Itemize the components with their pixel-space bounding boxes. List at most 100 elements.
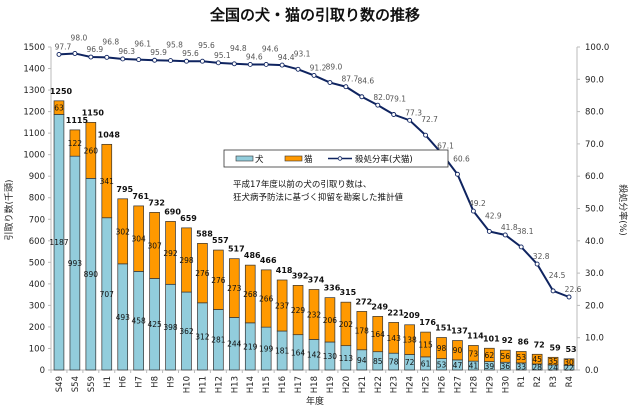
data-label-cat: 268 [243,290,258,299]
y-tick-label: 800 [29,194,45,204]
data-label-rate: 22.6 [565,285,582,294]
line-rate-marker [88,54,94,60]
data-label-dog: 425 [147,320,162,329]
y-axis-title: 引取り数(千頭) [3,179,15,240]
x-tick-label: H11 [198,376,208,393]
line-rate-marker [184,58,189,64]
data-label-total: 795 [116,185,133,194]
data-label-dog: 181 [275,347,290,356]
y-tick-label: 1500 [23,43,45,53]
bar-cat [101,143,113,219]
line-rate-marker [343,84,349,90]
bar-cat [165,221,176,285]
y2-tick-label: 90.0 [585,75,604,85]
line-rate-marker [327,80,333,85]
data-label-dog: 993 [68,259,83,268]
bar-cat [244,264,256,324]
data-label-total: 59 [550,343,562,352]
x-tick-label: H23 [390,376,400,393]
data-label-cat: 298 [179,256,194,265]
data-label-rate: 96.1 [134,40,151,49]
y2-tick-label: 40.0 [585,237,604,247]
data-label-rate: 94.4 [278,53,295,62]
line-rate-marker [215,60,221,66]
x-tick-label: H28 [469,376,479,393]
x-tick-label: H22 [374,376,384,393]
bar-cat [404,324,415,355]
data-label-total: 466 [260,256,277,265]
x-tick-label: H25 [422,376,432,393]
data-label-rate: 42.9 [485,211,502,220]
data-label-rate: 77.3 [405,108,422,117]
line-rate-marker [279,62,285,68]
data-label-dog: 362 [179,327,194,336]
data-label-cat: 206 [323,316,338,325]
x-tick-label: R4 [565,376,575,387]
data-label-total: 1150 [82,108,105,117]
data-label-total: 588 [196,229,213,238]
x-tick-label: S49 [55,376,65,392]
data-label-rate: 93.1 [294,49,311,58]
data-label-dog: 94 [357,356,367,365]
data-label-dog: 53 [437,360,447,369]
x-tick-label: H12 [214,376,224,393]
data-label-cat: 45 [532,355,542,364]
bar-cat [292,285,304,336]
data-label-cat: 178 [355,327,370,336]
y-tick-label: 900 [29,172,45,182]
line-rate-marker [136,57,142,63]
y2-tick-label: 0.0 [585,366,599,376]
bar-cat [260,269,272,328]
data-label-rate: 95.6 [198,41,215,50]
data-label-cat: 260 [84,146,99,155]
x-tick-label: R3 [549,376,559,387]
data-label-total: 517 [228,245,245,254]
data-label-rate: 49.2 [469,199,486,208]
data-label-total: 151 [435,323,452,332]
data-label-cat: 164 [371,330,386,339]
y-tick-label: 1300 [23,86,45,96]
data-label-rate: 87.7 [342,75,359,84]
x-axis-title: 年度 [306,395,324,407]
data-label-rate: 97.7 [55,42,72,51]
data-label-dog: 281 [211,336,226,345]
line-rate-marker [263,61,269,67]
data-label-dog: 41 [469,362,479,371]
y2-tick-label: 30.0 [585,269,604,279]
data-label-total: 86 [518,337,530,346]
bar-cat [484,347,495,362]
bar-cat [420,331,431,358]
bar-cat [499,349,511,363]
line-rate-marker [152,57,158,63]
y-tick-label: 300 [29,301,45,311]
bar-cat [356,311,368,351]
y-tick-label: 1400 [23,65,45,75]
y-tick-label: 100 [29,344,45,354]
y-tick-label: 0 [40,366,45,376]
data-label-rate: 94.6 [262,44,279,53]
data-label-dog: 72 [405,358,415,367]
data-label-dog: 61 [421,359,431,368]
bar-cat [563,358,575,366]
data-label-cat: 143 [387,334,402,343]
line-rate-marker [566,294,572,300]
data-label-total: 101 [483,334,500,343]
x-tick-label: H9 [167,376,177,388]
data-label-cat: 122 [68,139,83,148]
data-label-total: 761 [132,192,149,201]
data-label-cat: 63 [54,104,64,113]
bar-cat [197,243,208,304]
line-rate-marker [375,102,381,108]
x-tick-label: H17 [294,376,304,393]
x-tick-label: H20 [342,376,352,393]
x-tick-label: H21 [358,376,368,393]
data-label-total: 486 [244,251,261,260]
x-tick-label: H29 [485,376,495,393]
line-rate-marker [407,117,413,123]
y2-tick-label: 50.0 [585,205,604,215]
data-label-total: 209 [403,311,420,320]
data-label-total: 53 [565,345,576,354]
data-label-dog: 219 [243,342,258,351]
data-label-cat: 266 [259,295,274,304]
